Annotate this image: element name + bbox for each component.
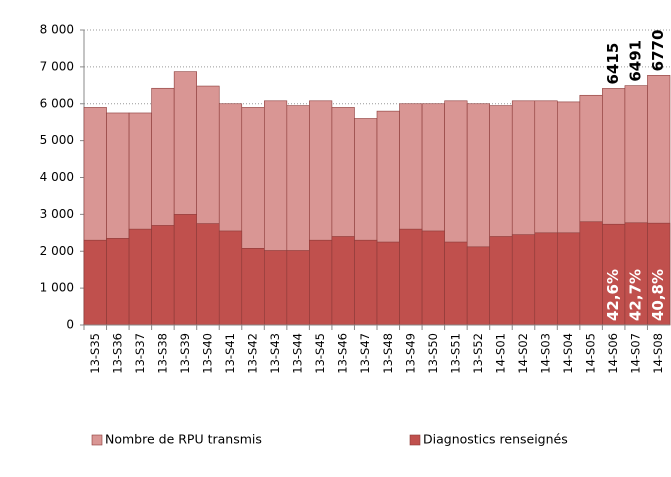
bar xyxy=(331,236,355,326)
x-tick-label: 14-S08 xyxy=(651,333,665,374)
annotation: 42,7% xyxy=(627,269,645,321)
x-tick-label: 13-S40 xyxy=(200,333,214,374)
bar xyxy=(444,241,468,326)
x-tick-label: 13-S36 xyxy=(110,333,124,374)
bar xyxy=(309,239,333,326)
bar xyxy=(218,230,243,326)
legend-label: Diagnostics renseignés xyxy=(423,432,568,447)
x-tick-label: 14-S04 xyxy=(561,333,575,374)
bar xyxy=(534,232,558,326)
y-tick-label: 1 000 xyxy=(40,281,74,295)
x-tick-label: 13-S39 xyxy=(178,333,192,374)
x-tick-label: 13-S48 xyxy=(381,333,395,374)
annotation: 42,6% xyxy=(604,269,622,321)
bar xyxy=(489,236,513,326)
bar xyxy=(511,234,536,326)
annotation: 40,8% xyxy=(649,269,667,321)
x-tick-label: 13-S42 xyxy=(246,333,260,374)
x-tick-label: 14-S06 xyxy=(606,333,620,374)
x-tick-label: 13-S50 xyxy=(426,333,440,374)
bar xyxy=(83,239,107,326)
y-tick-label: 7 000 xyxy=(40,59,74,73)
x-tick-label: 14-S07 xyxy=(629,333,643,374)
x-tick-label: 13-S49 xyxy=(403,333,417,374)
bar xyxy=(106,238,130,326)
x-tick-label: 13-S45 xyxy=(313,333,327,374)
x-tick-label: 13-S46 xyxy=(336,333,350,374)
y-tick-label: 2 000 xyxy=(40,244,74,258)
bar xyxy=(196,223,220,326)
bar xyxy=(241,248,265,326)
bar xyxy=(399,228,423,326)
bar xyxy=(173,214,197,326)
y-tick-label: 5 000 xyxy=(40,133,74,147)
x-tick-label: 13-S52 xyxy=(471,333,485,374)
bar xyxy=(128,228,152,326)
bar xyxy=(579,221,603,326)
x-tick-label: 13-S37 xyxy=(133,333,147,374)
x-tick-label: 13-S47 xyxy=(358,333,372,374)
legend-label: Nombre de RPU transmis xyxy=(105,432,262,447)
x-tick-label: 13-S51 xyxy=(448,333,462,374)
bar xyxy=(286,250,310,326)
bar xyxy=(151,225,175,326)
x-tick-label: 13-S35 xyxy=(88,333,102,374)
y-tick-label: 0 xyxy=(66,318,74,332)
x-tick-label: 13-S43 xyxy=(268,333,282,374)
y-tick-label: 4 000 xyxy=(40,170,74,184)
legend-swatch xyxy=(409,434,421,446)
bar xyxy=(376,241,400,326)
x-tick-label: 13-S38 xyxy=(155,333,169,374)
bar xyxy=(264,250,288,326)
y-tick-label: 3 000 xyxy=(40,207,74,221)
bar xyxy=(466,246,490,326)
bar xyxy=(421,230,445,326)
y-tick-label: 6 000 xyxy=(40,96,74,110)
x-tick-label: 14-S01 xyxy=(493,333,507,374)
bar xyxy=(557,232,581,326)
x-tick-label: 13-S41 xyxy=(223,333,237,374)
x-tick-label: 14-S03 xyxy=(539,333,553,374)
value-label: 6415 xyxy=(604,43,622,85)
value-label: 6770 xyxy=(649,30,667,72)
value-label: 6491 xyxy=(627,40,645,82)
x-tick-label: 13-S44 xyxy=(291,333,305,374)
x-tick-label: 14-S05 xyxy=(584,333,598,374)
x-tick-label: 14-S02 xyxy=(516,333,530,374)
legend-swatch xyxy=(91,434,103,446)
y-tick-label: 8 000 xyxy=(40,23,74,37)
bar xyxy=(354,239,378,326)
